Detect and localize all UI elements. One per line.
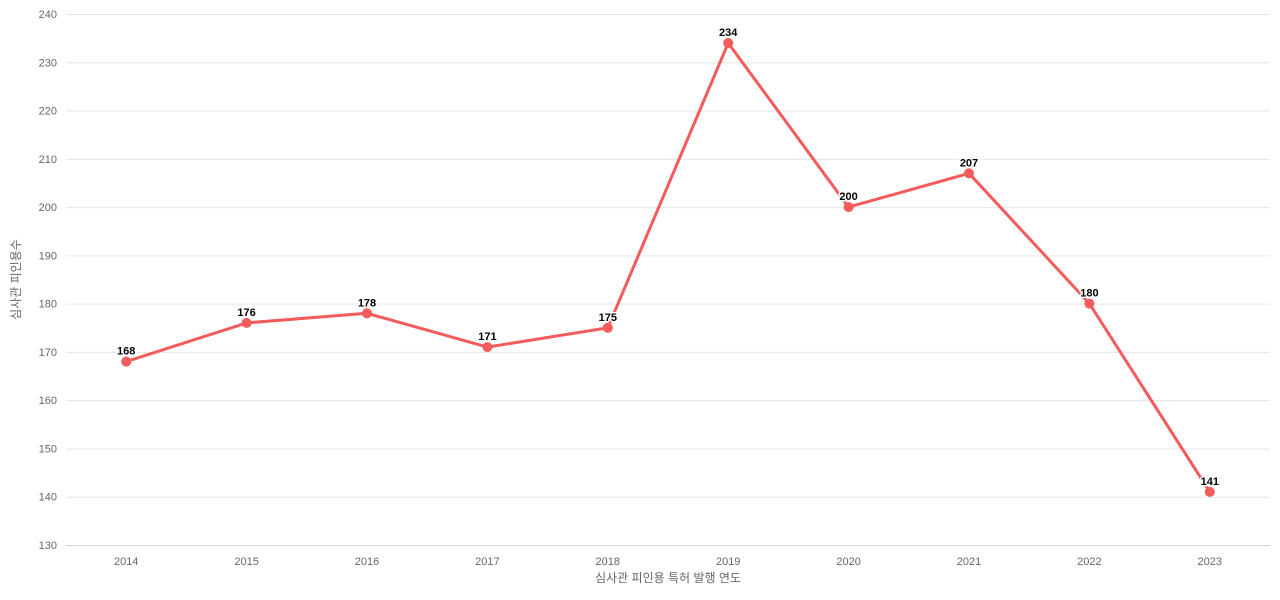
- data-points: 168 176 178 171 175 234 200 207 180 141: [116, 26, 1220, 497]
- data-point[interactable]: [602, 322, 613, 333]
- data-point[interactable]: [723, 38, 734, 48]
- data-label: 234: [719, 27, 738, 39]
- y-tick-label: 230: [39, 57, 57, 69]
- y-tick-label: 130: [39, 540, 57, 552]
- x-tick-label: 2021: [957, 556, 981, 568]
- x-tick-label: 2017: [475, 556, 499, 568]
- x-tick-label: 2023: [1198, 556, 1222, 568]
- data-point[interactable]: [843, 202, 854, 213]
- y-tick-label: 180: [39, 299, 57, 311]
- x-tick-label: 2018: [596, 556, 620, 568]
- y-tick-label: 240: [39, 9, 57, 21]
- x-tick-label: 2022: [1077, 556, 1101, 568]
- data-label: 180: [1080, 288, 1098, 300]
- data-point[interactable]: [964, 168, 974, 179]
- x-tick-label: 2015: [234, 556, 258, 568]
- data-label: 207: [960, 157, 978, 169]
- x-tick-label: 2020: [836, 556, 860, 568]
- data-label: 141: [1201, 476, 1219, 488]
- data-point[interactable]: [241, 317, 252, 328]
- data-point[interactable]: [362, 308, 372, 319]
- y-tick-label: 170: [39, 347, 57, 359]
- data-label: 175: [599, 312, 617, 324]
- x-tick-label: 2016: [355, 556, 379, 568]
- data-label: 168: [117, 346, 135, 358]
- series-line: [124, 41, 1212, 494]
- y-axis-title: 심사관 피인용수: [9, 239, 23, 320]
- y-tick-label: 200: [39, 202, 57, 214]
- y-tick-label: 160: [39, 395, 57, 407]
- data-point[interactable]: [482, 342, 493, 353]
- y-axis-labels: 130 140 150 160 170 180 190 200 210 220 230 240: [39, 9, 57, 552]
- data-point[interactable]: [121, 356, 132, 367]
- data-point[interactable]: [1204, 486, 1215, 497]
- y-tick-label: 220: [39, 106, 57, 118]
- data-label: 176: [237, 307, 255, 319]
- x-axis-labels: 2014 2015 2016 2017 2018 2019 2020 2021 2022 2023: [114, 556, 1222, 568]
- y-tick-label: 150: [39, 443, 57, 455]
- data-label: 178: [358, 297, 376, 309]
- x-tick-label: 2019: [716, 556, 740, 568]
- data-label: 200: [839, 191, 857, 203]
- y-tick-label: 140: [39, 492, 57, 504]
- y-tick-label: 210: [39, 154, 57, 166]
- data-label: 171: [478, 331, 496, 343]
- y-tick-label: 190: [39, 250, 57, 262]
- x-tick-label: 2014: [114, 556, 138, 568]
- gridlines: [66, 14, 1270, 546]
- x-axis-title: 심사관 피인용 특허 발행 연도: [595, 570, 741, 585]
- data-point[interactable]: [1084, 298, 1095, 309]
